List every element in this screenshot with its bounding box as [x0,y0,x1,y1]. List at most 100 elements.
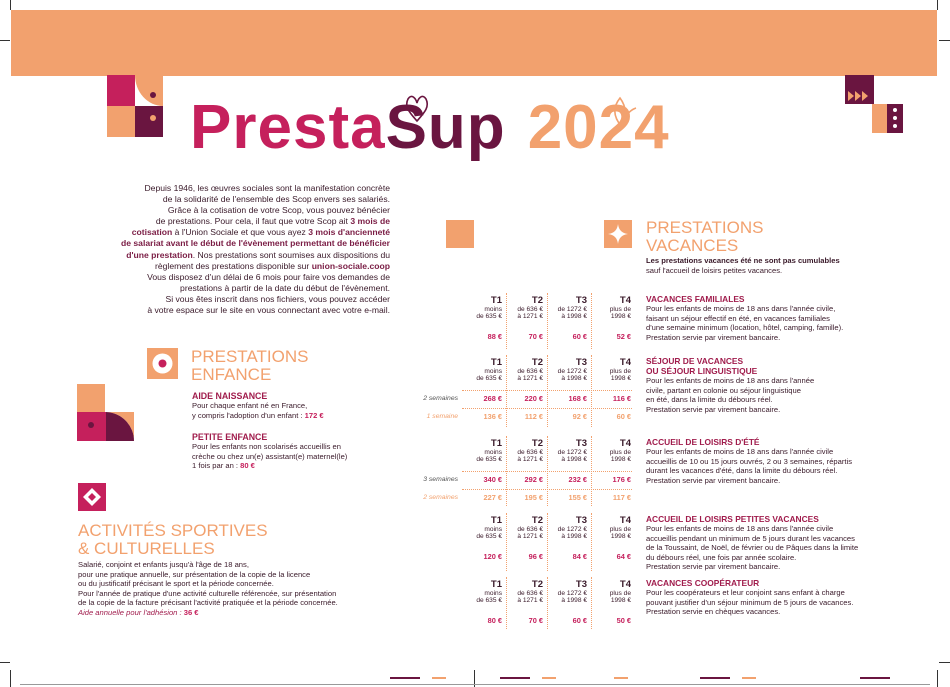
bottom-mark [542,677,556,679]
tier-range: à 1271 € [517,313,543,321]
tier-range: de 635 € [476,597,502,605]
tier-name: T1 [490,295,502,306]
column-separator [547,513,548,571]
tier-header: T4 plus de 1998 € [591,579,631,605]
column-separator [547,293,548,349]
price-value: 50 € [616,616,631,625]
tier-header: T1 moins de 635 € [462,357,502,383]
tier-range: à 1271 € [517,456,543,464]
prestation-title: SÉJOUR DE VACANCES [646,356,744,366]
top-banner [11,10,937,76]
prestation-text-line: Prestation servie par virement bancaire. [646,404,781,414]
tier-name: T1 [490,515,502,526]
tier-name: T3 [575,357,587,368]
tier-range: moins [484,590,502,597]
column-separator [591,577,592,629]
prestation-title: ACCUEIL DE LOISIRS D'ÉTÉ [646,437,760,447]
tier-range: plus de [609,449,631,456]
tier-name: T3 [575,515,587,526]
vacances-note: Les prestations vacances été ne sont pas… [646,256,840,275]
row-separator [462,390,632,391]
decorative-square [446,220,474,248]
flower-icon [405,95,429,123]
price-value: 60 € [572,616,587,625]
tier-header: T3 de 1272 € à 1998 € [547,579,587,605]
tier-range: de 1272 € [557,306,587,313]
prestation-text-line: Prestation servie par virement bancaire. [646,562,781,572]
leaf-icon [614,96,637,128]
tier-name: T4 [619,438,631,449]
tier-name: T3 [575,295,587,306]
tier-name: T1 [490,438,502,449]
prestation-text-line: accueillis de 10 ou 15 jours ouvrés, 2 o… [646,456,852,466]
star-icon [604,220,632,248]
duration-label: 3 semaines [423,475,458,483]
tier-name: T2 [531,357,543,368]
price-value: 292 € [524,475,544,484]
prestation-text-line: accueillis pendant un minimum de 5 jours… [646,533,855,543]
bottom-mark [390,677,420,679]
price-value: 116 € [612,394,631,403]
tier-header: T2 de 636 € à 1271 € [503,357,543,383]
bottom-mark [860,677,890,679]
tier-range: 1998 € [610,533,631,541]
price-value: 268 € [483,394,503,403]
price-value: 120 € [483,552,503,561]
tier-range: à 1998 € [561,375,587,383]
bottom-mark [700,677,730,679]
prestation-title: VACANCES COOPÉRATEUR [646,578,760,588]
tier-header: T4 plus de 1998 € [591,295,631,321]
tier-header: T1 moins de 635 € [462,579,502,605]
column-separator [506,513,507,571]
sport-text: Salarié, conjoint et enfants jusqu'à l'â… [78,560,338,617]
tier-range: 1998 € [610,313,631,321]
price-value: 70 € [528,616,543,625]
column-separator [506,293,507,349]
tier-range: plus de [609,368,631,375]
price-value: 80 € [487,616,502,625]
tier-range: moins [484,306,502,313]
crop-mark [939,662,950,663]
tier-range: plus de [609,306,631,313]
price-value: 168 € [568,394,588,403]
tier-range: de 635 € [476,456,502,464]
bottom-mark [614,677,628,679]
tier-header: T2 de 636 € à 1271 € [503,579,543,605]
tier-name: T4 [619,295,631,306]
prestation-text-line: de la Toussaint, de Noël, de février ou … [646,543,859,553]
prestation-text-line: Prestation servie en chèques vacances. [646,607,781,617]
crop-mark [0,40,10,41]
prestation-text-line: Pour les enfants de moins de 18 ans dans… [646,304,836,313]
prestation-text-line: d'une semaine minimum (location, hôtel, … [646,323,844,333]
prestation-text-line: faisant un séjour effectif en été, en va… [646,313,830,323]
tier-range: de 636 € [517,449,543,456]
tier-range: 1998 € [610,597,631,605]
sport-heading: ACTIVITÉS SPORTIVES & CULTURELLES [78,521,268,558]
prestation-text-line: Pour les enfants de moins de 18 ans dans… [646,447,834,456]
tier-name: T2 [531,438,543,449]
page-title: PrestaSup 2024 [190,93,670,162]
price-value: 70 € [528,332,543,341]
duration-label: 1 semaine [426,412,458,420]
prestation-text-line: en été, dans la limite du débours réel. [646,395,773,405]
prestation-description: VACANCES FAMILIALES Pour les enfants de m… [646,294,936,342]
tier-header: T1 moins de 635 € [462,438,502,464]
tier-range: moins [484,526,502,533]
tier-header: T1 moins de 635 € [462,295,502,321]
crop-mark [937,0,938,10]
tier-range: moins [484,449,502,456]
price-value: 112 € [524,412,543,421]
tier-range: de 636 € [517,306,543,313]
tier-header: T3 de 1272 € à 1998 € [547,357,587,383]
tier-header: T3 de 1272 € à 1998 € [547,515,587,541]
tier-range: plus de [609,526,631,533]
diamond-icon [78,483,106,511]
bottom-mark [500,677,530,679]
tier-name: T3 [575,438,587,449]
target-icon [147,348,178,379]
prestation-text-line: civile, partant en colonie ou séjour lin… [646,385,801,395]
column-separator [506,355,507,427]
prestation-text-line: Prestation servie par virement bancaire. [646,475,781,485]
tier-name: T4 [619,579,631,590]
tier-range: à 1271 € [517,597,543,605]
